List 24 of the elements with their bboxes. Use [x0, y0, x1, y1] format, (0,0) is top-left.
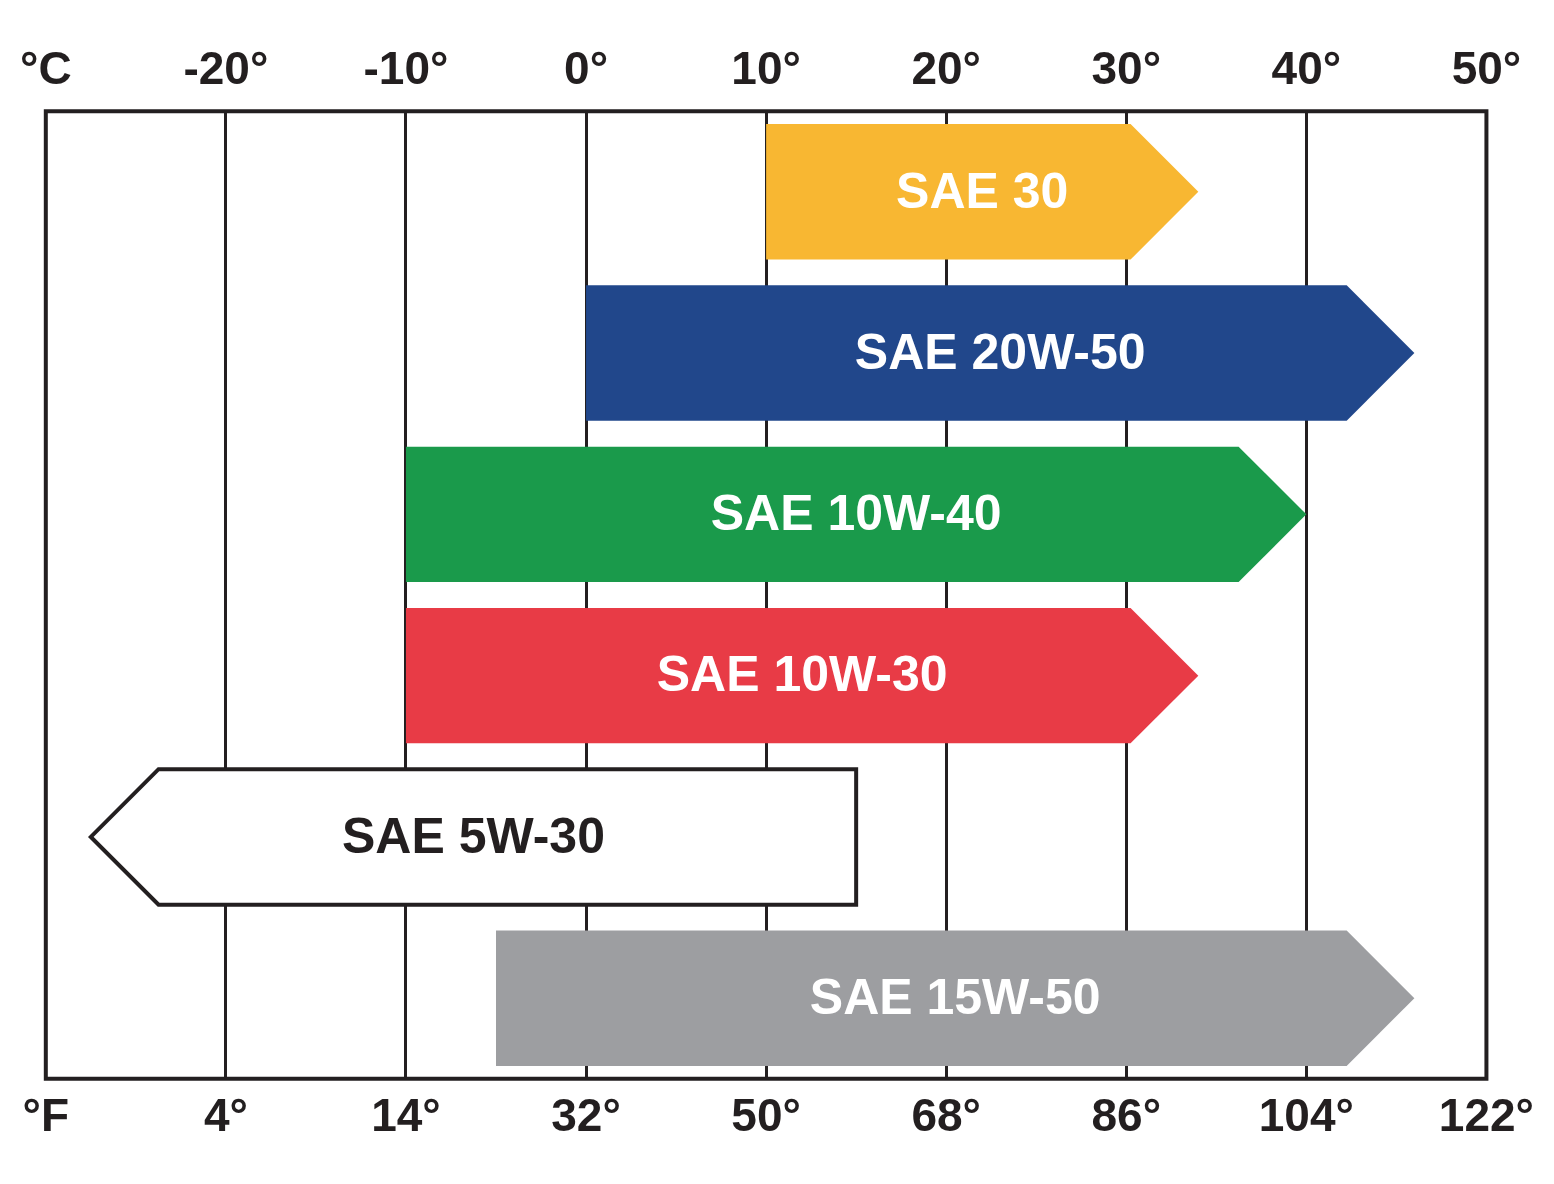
x-tick-label: 104°	[1258, 1089, 1354, 1142]
x-tick-label: 68°	[911, 1089, 981, 1142]
y-tick-label: SAE 10W-40	[710, 485, 1002, 542]
x-tick-label: 86°	[1091, 1089, 1162, 1142]
y-tick-label: SAE 30	[896, 162, 1069, 219]
x2-tick-label: 20°	[911, 42, 981, 95]
x2-tick-label: 10°	[731, 42, 801, 95]
x-tick-label: °F	[22, 1089, 70, 1142]
x2-tick-label: -10°	[363, 42, 449, 95]
y-tick-label: SAE 20W-50	[854, 323, 1146, 380]
x-tick-label: 32°	[551, 1089, 621, 1142]
x-tick-label: 4°	[203, 1089, 248, 1142]
y-tick-label: SAE 5W-30	[342, 807, 605, 864]
y-tick-label: SAE 15W-50	[809, 968, 1101, 1025]
y-tick-label: SAE 10W-30	[656, 646, 948, 703]
x-tick-label: 50°	[731, 1089, 801, 1142]
x-tick-label: 14°	[371, 1089, 441, 1142]
x2-tick-label: 50°	[1451, 42, 1522, 95]
x-tick-label: 122°	[1438, 1089, 1535, 1142]
x2-tick-label: 30°	[1091, 42, 1162, 95]
x2-tick-label: -20°	[183, 42, 269, 95]
x2-tick-label: 40°	[1271, 42, 1342, 95]
x2-tick-label: °C	[20, 42, 72, 95]
x2-tick-label: 0°	[564, 42, 609, 95]
